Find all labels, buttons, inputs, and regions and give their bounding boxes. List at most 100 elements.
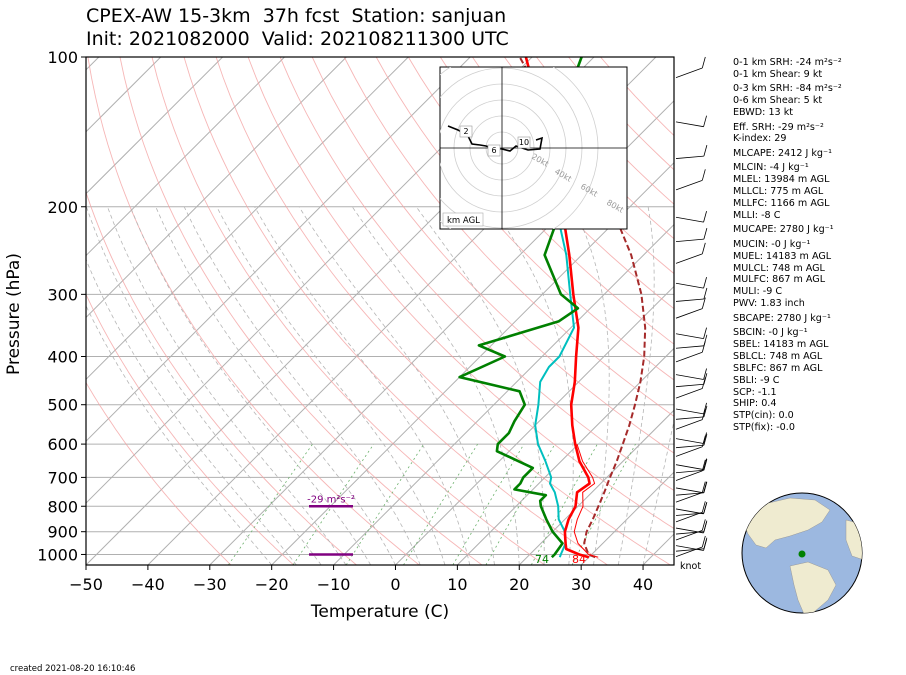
x-tick-label: 40 (633, 575, 653, 594)
srh-label: -29 m²s⁻² (307, 494, 355, 505)
wind-barb-feather (703, 520, 708, 532)
dry-adiabat (86, 293, 295, 565)
moist-adiabat (642, 419, 674, 565)
moist-adiabat (86, 206, 322, 565)
wind-barb-shaft (675, 531, 704, 535)
wind-barb (675, 169, 706, 191)
chart-title-line-1: CPEX-AW 15-3km 37h fcst Station: sanjuan (86, 5, 507, 27)
x-tick-label: −30 (193, 575, 227, 594)
x-axis-label: Temperature (C) (310, 602, 449, 622)
wind-barb-shaft (675, 545, 704, 551)
station-marker (798, 550, 806, 558)
wind-barb-shaft (675, 253, 703, 264)
wind-barb-shaft (675, 374, 704, 380)
isotherm (457, 347, 674, 565)
wind-barb (675, 459, 706, 481)
wind-barb-feather (703, 481, 708, 493)
y-tick-label: 400 (47, 348, 78, 367)
stat-line: SHIP: 0.4 (733, 398, 777, 410)
isotherm (518, 409, 674, 565)
hodograph-height-label: 10 (517, 136, 531, 149)
y-tick-label: 300 (47, 285, 78, 304)
location-globe (741, 492, 863, 614)
dry-adiabat (311, 57, 674, 454)
isotherm (86, 57, 285, 257)
hodograph-height-label: 6 (487, 144, 501, 157)
moist-adiabat (216, 206, 446, 565)
dry-adiabat (183, 57, 608, 565)
wind-barb (675, 327, 707, 339)
hodograph-height-text: 10 (519, 138, 529, 147)
stat-line: MUEL: 14183 m AGL (733, 250, 832, 262)
hodograph-footer: km AGL (447, 216, 480, 226)
hodograph-footer-box (442, 212, 484, 227)
stat-line: K-index: 29 (733, 133, 787, 145)
wind-barb-feather (701, 408, 706, 420)
dry-adiabat (86, 190, 357, 565)
stat-line: MLLCL: 775 m AGL (733, 186, 824, 198)
wind-barb-feather (703, 501, 708, 514)
isotherm (395, 285, 674, 565)
stat-line: MULI: -9 C (733, 286, 783, 298)
wind-barb (675, 297, 706, 319)
wind-barb (675, 408, 706, 430)
x-tick-label: −10 (317, 575, 351, 594)
hodograph-height-box (517, 136, 531, 149)
stat-line: SCP: -1.1 (733, 386, 777, 398)
mixing-ratio-line (452, 443, 525, 565)
background-lines (86, 57, 674, 565)
moist-adiabat (254, 206, 471, 565)
created-timestamp: created 2021-08-20 16:10:46 (10, 664, 136, 674)
wind-barb-shaft (675, 345, 704, 349)
y-tick-label: 500 (47, 396, 78, 415)
stat-line: STP(cin): 0.0 (733, 410, 794, 422)
axes: -29 m²s⁻²74 84100200300400500600700800900… (4, 48, 675, 622)
isotherm (209, 100, 674, 565)
moist-adiabat (86, 304, 272, 565)
stat-line: MLCIN: -4 J kg⁻¹ (733, 162, 809, 174)
wind-barb-shaft (675, 546, 703, 557)
wind-barb-shaft (675, 179, 703, 191)
wind-barb-shaft (675, 308, 703, 319)
wind-barb-shaft (675, 216, 704, 223)
wind-barb-shaft (675, 67, 703, 78)
wind-barb-feather (703, 327, 707, 339)
wind-barb (675, 277, 707, 289)
isotherm (86, 57, 409, 381)
wind-barb-shaft (675, 469, 704, 474)
moist-adiabat (130, 206, 372, 565)
wind-barb (675, 537, 708, 552)
wind-barb-feather (701, 435, 706, 447)
y-tick-label: 200 (47, 198, 78, 217)
wind-barb (675, 519, 706, 541)
wind-barb-feather (703, 458, 707, 470)
x-tick-label: 30 (571, 575, 591, 594)
wind-barb (675, 341, 706, 363)
wind-barb-shaft (675, 464, 704, 470)
wind-barb-shaft (675, 508, 704, 515)
y-tick-label: 1000 (37, 545, 78, 564)
wind-barb-feather (701, 341, 706, 353)
wind-barb (675, 501, 706, 523)
wind-barb (675, 432, 707, 444)
wind-barb (675, 535, 706, 557)
wind-barb-shaft (675, 282, 704, 289)
wind-barb-feather (703, 459, 708, 471)
wind-barb-shaft (675, 487, 704, 494)
stat-line: SBLI: -9 C (733, 374, 780, 386)
wind-barb-feather (703, 211, 707, 223)
stat-line: MLLFC: 1166 m AGL (733, 197, 830, 209)
isotherm (86, 57, 223, 195)
y-tick-label: 900 (47, 523, 78, 542)
wind-barb-shaft (675, 238, 704, 242)
wind-barb-shaft (675, 388, 703, 399)
wind-barb-feather (701, 459, 706, 471)
wind-barb-feather (701, 501, 706, 513)
y-tick-label: 700 (47, 468, 78, 487)
wind-barb (675, 144, 708, 159)
wind-barb-shaft (675, 298, 704, 302)
moist-adiabat (298, 206, 495, 565)
moist-adiabat (617, 206, 655, 565)
stat-line: SBEL: 14183 m AGL (733, 338, 829, 350)
